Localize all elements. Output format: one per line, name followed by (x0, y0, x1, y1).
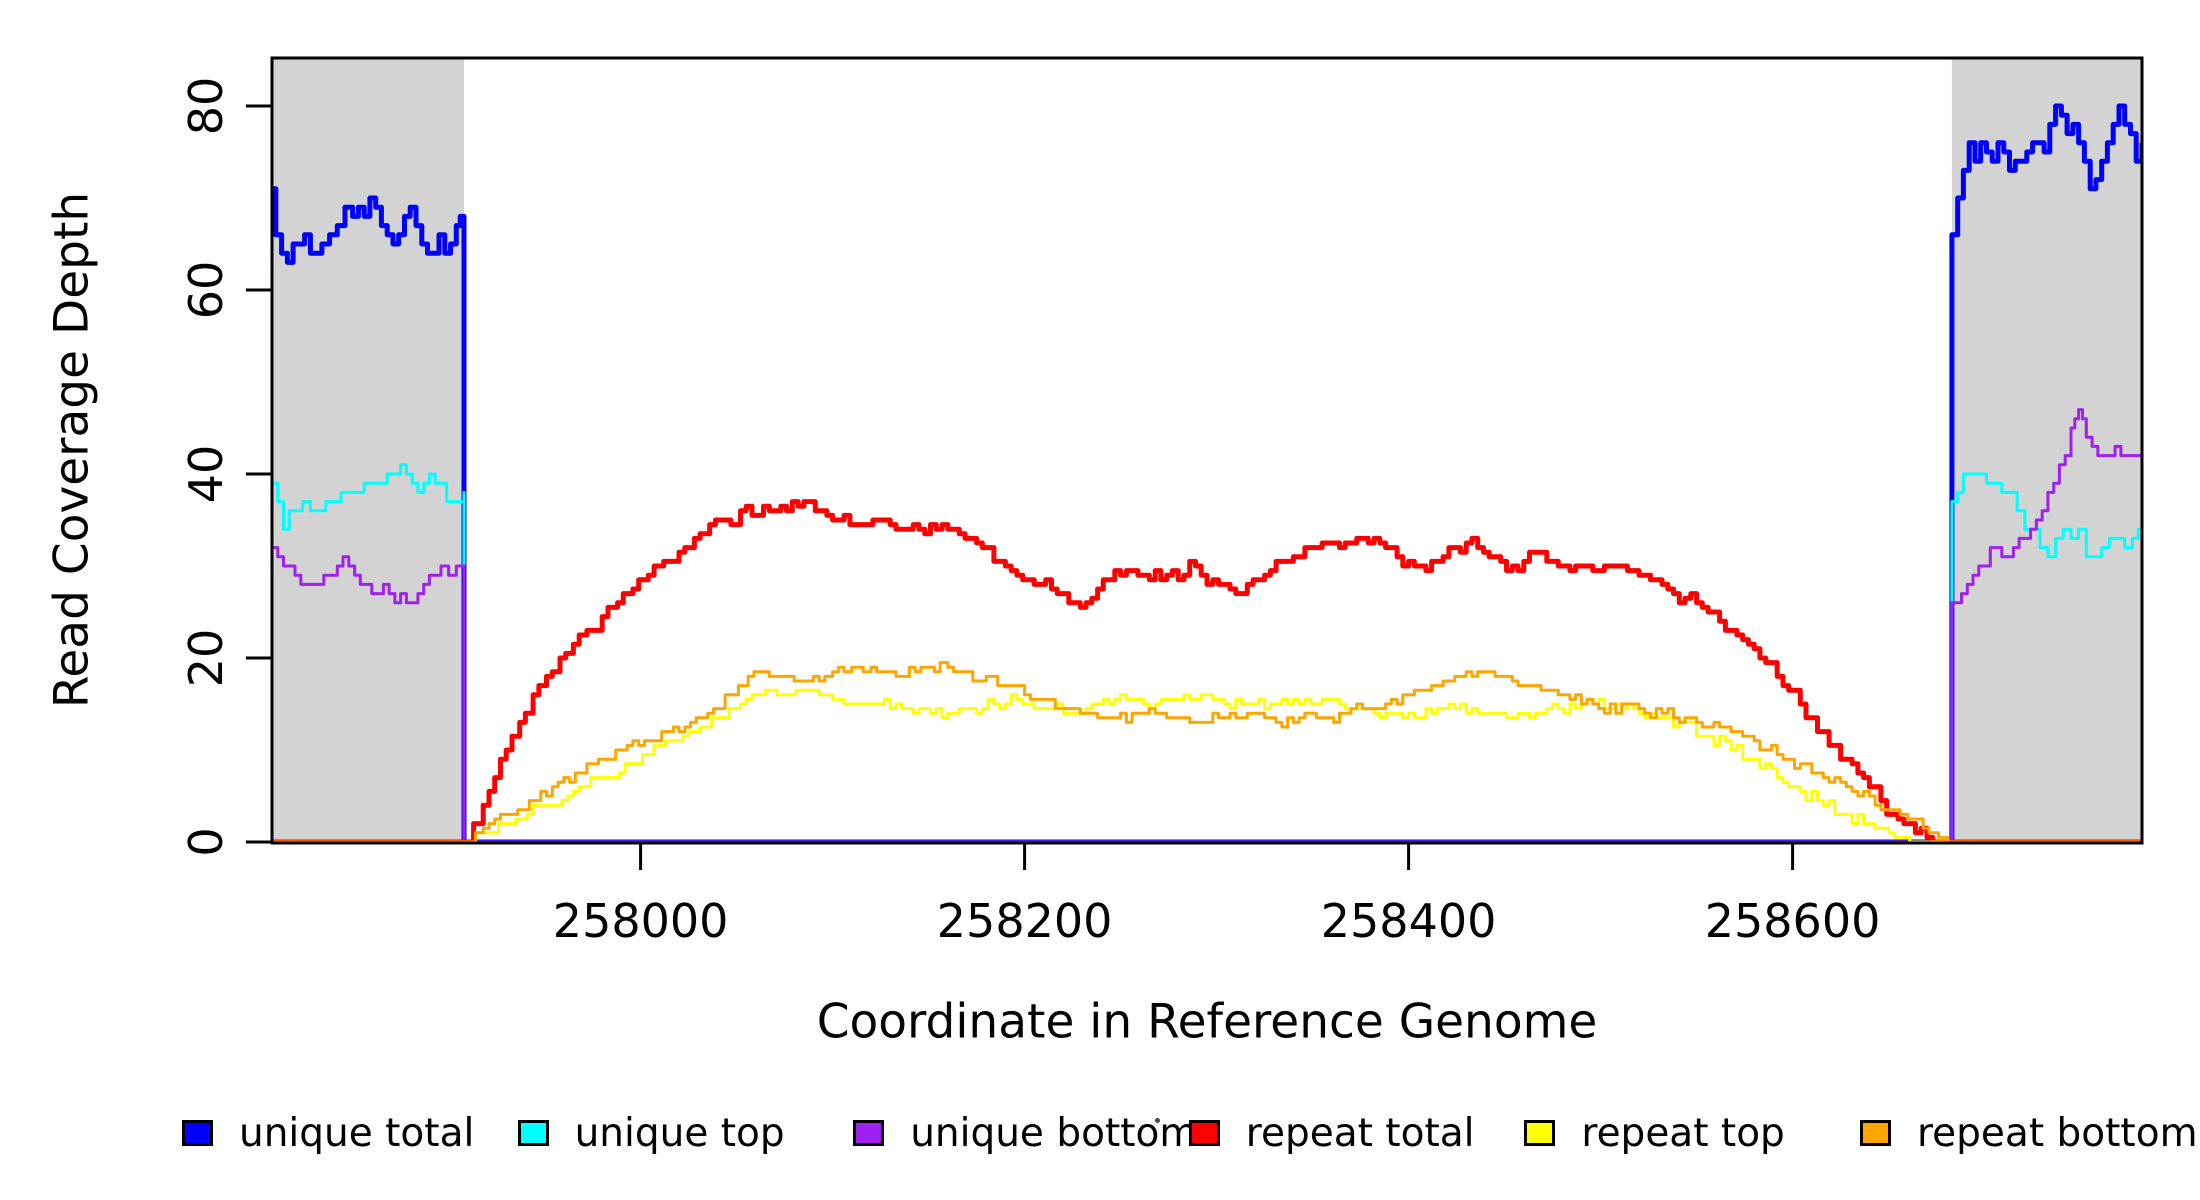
shaded-unique-region-right (1951, 58, 2142, 843)
series-repeat-top (272, 688, 2142, 844)
x-tick-label-258600: 258600 (1704, 894, 1881, 948)
legend-label-repeat-top: repeat top (1581, 1110, 1785, 1156)
legend-item-unique-top: unique top (517, 1108, 785, 1158)
legend-swatch-repeat-top (1524, 1120, 1556, 1146)
series-unique-bottom (272, 408, 2142, 844)
legend-swatch-repeat-bottom (1860, 1120, 1891, 1146)
legend-swatch-unique-bottom (853, 1120, 885, 1146)
y-tick-label-40: 40 (179, 444, 233, 504)
y-tick-label-20: 20 (179, 628, 233, 688)
series-repeat-total (272, 499, 2142, 845)
legend-swatch-unique-top (517, 1120, 549, 1146)
legend: unique total unique top unique bottom repea… (0, 1108, 2200, 1158)
x-tick-label-258400: 258400 (1320, 894, 1497, 948)
stray-dot (1155, 1118, 1160, 1123)
series-unique-total (272, 103, 2142, 845)
legend-label-repeat-total: repeat total (1245, 1110, 1475, 1156)
y-tick-label-0: 0 (179, 827, 233, 857)
legend-label-unique-top: unique top (574, 1110, 785, 1156)
legend-label-unique-bottom: unique bottom (910, 1110, 1198, 1156)
series-unique-top (272, 463, 2142, 844)
legend-item-repeat-total: repeat total (1188, 1108, 1475, 1158)
x-tick-label-258000: 258000 (552, 894, 729, 948)
legend-swatch-unique-total (182, 1120, 213, 1146)
legend-item-unique-bottom: unique bottom (853, 1108, 1197, 1158)
legend-item-unique-total: unique total (182, 1108, 474, 1158)
plot-border (270, 56, 2144, 845)
legend-item-repeat-bottom: repeat bottom (1860, 1108, 2198, 1158)
x-axis-title: Coordinate in Reference Genome (816, 994, 1598, 1050)
legend-swatch-repeat-total (1188, 1120, 1220, 1146)
series-repeat-bottom (272, 661, 2142, 844)
shaded-unique-region-left (272, 58, 464, 843)
legend-item-repeat-top: repeat top (1524, 1108, 1785, 1158)
x-tick-label-258200: 258200 (936, 894, 1113, 948)
legend-label-repeat-bottom: repeat bottom (1917, 1110, 2198, 1156)
y-tick-label-60: 60 (179, 260, 233, 320)
legend-label-unique-total: unique total (239, 1110, 475, 1156)
y-tick-label-80: 80 (179, 76, 233, 136)
y-axis-title: Read Coverage Depth (44, 191, 100, 709)
